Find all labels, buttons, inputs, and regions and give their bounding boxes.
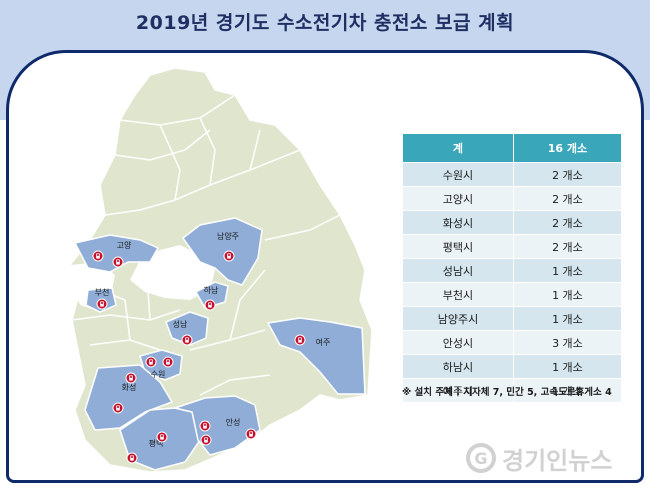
page-title: 2019년 경기도 수소전기차 충전소 보급 계획 <box>135 12 515 34</box>
table-row: 부천시 1 개소 <box>402 282 623 307</box>
install-note: ※ 설치 주체 : 지자체 7, 민간 5, 고속도로휴게소 4 <box>402 387 612 398</box>
fuel-pump-icon <box>145 356 157 368</box>
fuel-pump-icon <box>204 299 216 311</box>
table-row: 화성시 2 개소 <box>402 210 623 235</box>
table-row: 여주시 1 개소 <box>402 378 623 403</box>
table-row: 성남시 1 개소 <box>402 258 623 283</box>
label-hanam: 하남 <box>204 285 219 295</box>
row-count: 1 개소 <box>512 306 623 331</box>
label-anseong: 안성 <box>226 417 241 427</box>
row-count: 2 개소 <box>512 186 623 211</box>
row-city: 화성시 <box>402 210 514 235</box>
label-pyeongtaek: 평택 <box>149 438 164 448</box>
row-count: 1 개소 <box>512 378 623 403</box>
row-count: 1 개소 <box>512 282 623 307</box>
row-city: 안성시 <box>402 330 514 355</box>
region-hanam <box>194 281 229 309</box>
table-header-value: 16 개소 <box>512 133 623 163</box>
region-anseong <box>172 395 261 456</box>
table-row: 하남시 1 개소 <box>402 354 623 379</box>
table-row: 남양주시 1 개소 <box>402 306 623 331</box>
row-city: 하남시 <box>402 354 514 379</box>
table-header-row: 계 16 개소 <box>402 133 623 163</box>
row-city: 부천시 <box>402 282 514 307</box>
label-hwaseong: 화성 <box>122 383 137 392</box>
region-goyang <box>73 234 160 273</box>
gyeonggi-map: 고양 남양주 부천 하남 성남 여주 수원 화성 평택 안성 <box>69 67 373 473</box>
fuel-pump-icon <box>245 428 257 440</box>
fuel-pump-icon <box>126 452 138 464</box>
fuel-pump-icon <box>125 372 137 384</box>
fuel-pump-icon <box>294 334 306 346</box>
region-hwaseong <box>84 364 174 431</box>
region-namyangju <box>181 217 263 286</box>
station-markers <box>92 250 306 464</box>
watermark: G 경기인뉴스 <box>466 438 612 478</box>
fuel-pump-icon <box>223 250 235 262</box>
row-city: 여주시 <box>402 378 514 403</box>
fuel-pump-icon <box>96 298 108 310</box>
station-table: 계 16 개소 수원시 2 개소 고양시 2 개소 화성시 2 개소 평택시 2 개소 … <box>402 133 623 403</box>
table-header-label: 계 <box>402 133 514 163</box>
label-namyangju: 남양주 <box>217 232 239 241</box>
fuel-pump-icon <box>112 256 124 268</box>
row-city: 수원시 <box>402 162 514 187</box>
fuel-pump-icon <box>92 250 104 262</box>
label-yeoju: 여주 <box>316 337 331 347</box>
row-count: 2 개소 <box>512 210 623 235</box>
watermark-text: 경기인뉴스 <box>502 446 613 475</box>
label-bucheon: 부천 <box>95 287 110 297</box>
row-city: 성남시 <box>402 258 514 283</box>
watermark-logo-icon: G <box>466 443 496 473</box>
region-yeoju <box>266 317 366 395</box>
fuel-pump-icon <box>181 334 193 346</box>
fuel-pump-icon <box>156 431 168 443</box>
row-count: 2 개소 <box>512 234 623 259</box>
fuel-pump-icon <box>112 402 124 414</box>
row-count: 1 개소 <box>512 258 623 283</box>
row-city: 평택시 <box>402 234 514 259</box>
fuel-pump-icon <box>200 434 212 446</box>
table-row: 평택시 2 개소 <box>402 234 623 259</box>
row-count: 3 개소 <box>512 330 623 355</box>
row-city: 고양시 <box>402 186 514 211</box>
table-row: 수원시 2 개소 <box>402 162 623 187</box>
table-row: 고양시 2 개소 <box>402 186 623 211</box>
row-count: 1 개소 <box>512 354 623 379</box>
region-seongnam <box>165 311 209 346</box>
label-seongnam: 성남 <box>173 320 188 329</box>
label-suwon: 수원 <box>151 370 166 379</box>
fuel-pump-icon <box>162 356 174 368</box>
fuel-pump-icon <box>199 420 211 432</box>
table-row: 안성시 3 개소 <box>402 330 623 355</box>
row-city: 남양주시 <box>402 306 514 331</box>
row-count: 2 개소 <box>512 162 623 187</box>
label-goyang: 고양 <box>117 241 132 250</box>
